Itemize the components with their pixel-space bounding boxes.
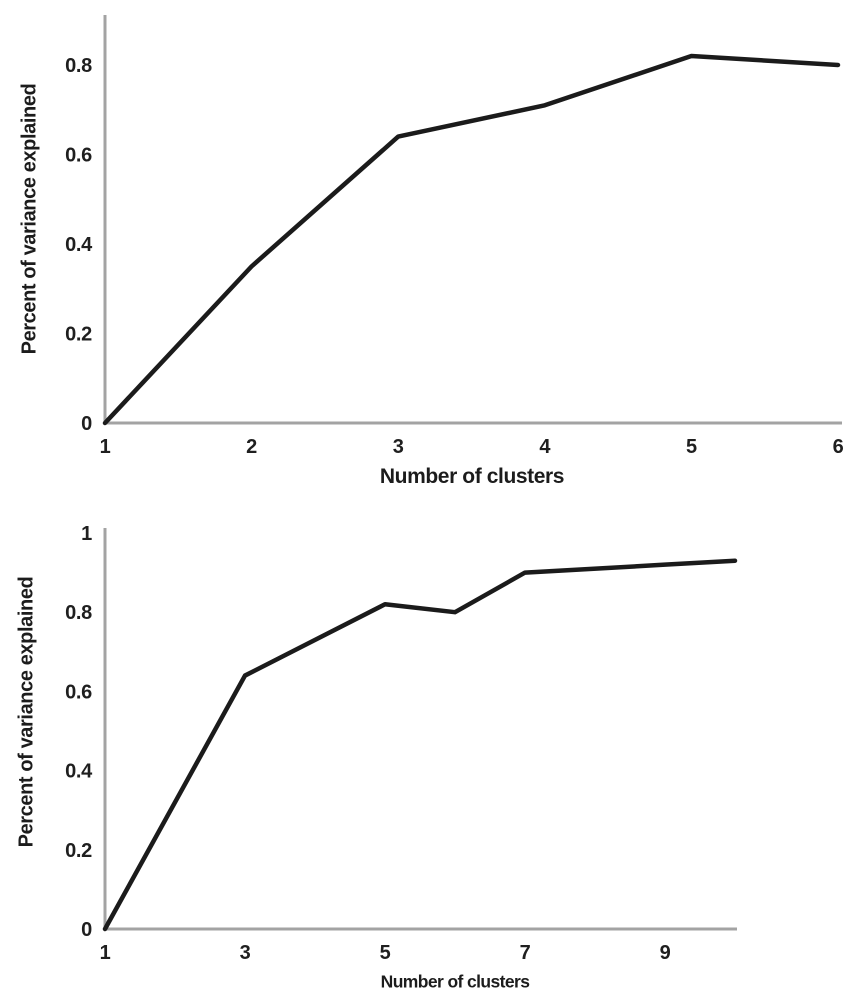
bottom-chart: 1 3 5 7 9 0 0.2 0.4 0.6 0.8 1: [65, 523, 738, 964]
x-tick-label: 1: [100, 942, 111, 964]
y-tick-label: 0: [81, 413, 92, 435]
y-tick-label: 0.8: [65, 55, 92, 77]
y-tick-label: 0.2: [65, 324, 92, 346]
y-tick-label: 0.8: [65, 602, 92, 624]
top-chart-y-axis-title: Percent of variance explained: [18, 83, 41, 355]
x-tick-label: 5: [686, 436, 697, 458]
top-chart-x-axis-title: Number of clusters: [379, 465, 565, 488]
y-tick-label: 0.4: [65, 761, 93, 783]
x-tick-label: 1: [100, 436, 111, 458]
x-tick-label: 6: [833, 436, 844, 458]
variance-line: [102, 53, 841, 426]
y-tick-label: 0.4: [65, 234, 93, 256]
x-tick-label: 5: [380, 942, 391, 964]
y-tick-label: 1: [81, 523, 92, 545]
bottom-chart-y-axis-title: Percent of variance explained: [15, 576, 38, 848]
y-tick-label: 0: [81, 919, 92, 941]
top-chart: 1 2 3 4 5 6 0 0.2 0.4 0.6 0.8: [65, 15, 844, 458]
y-tick-label: 0.6: [65, 145, 92, 167]
axes-lines: [103, 15, 842, 425]
x-tick-label: 9: [660, 942, 671, 964]
x-tick-label: 3: [240, 942, 251, 964]
x-tick-label: 2: [246, 436, 257, 458]
x-tick-label: 3: [393, 436, 404, 458]
x-tick-label: 4: [539, 436, 551, 458]
y-tick-label: 0.2: [65, 840, 92, 862]
y-tick-label: 0.6: [65, 681, 92, 703]
variance-line: [102, 558, 738, 932]
x-tick-label: 7: [520, 942, 531, 964]
bottom-chart-x-axis-title: Number of clusters: [380, 971, 530, 992]
axes-lines: [103, 528, 737, 931]
